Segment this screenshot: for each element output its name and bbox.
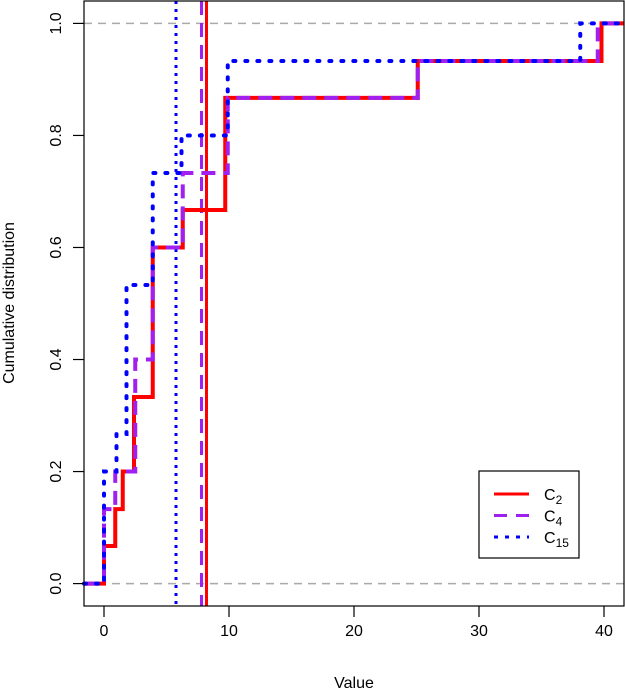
x-tick-label: 40: [595, 623, 613, 640]
y-tick-label: 0.0: [48, 572, 65, 594]
legend-label: C2: [544, 487, 563, 507]
x-tick-label: 10: [220, 623, 238, 640]
y-axis-label: Cumulative distribution: [1, 222, 18, 384]
y-tick-label: 0.2: [48, 460, 65, 482]
y-tick-label: 0.8: [48, 124, 65, 146]
x-tick-label: 0: [100, 623, 109, 640]
x-tick-label: 20: [345, 623, 363, 640]
x-axis-label: Value: [334, 675, 374, 689]
y-tick-label: 1.0: [48, 12, 65, 34]
y-tick-label: 0.6: [48, 236, 65, 258]
x-tick-label: 30: [470, 623, 488, 640]
ecdf-line-c15: [82, 21, 625, 586]
legend-label: C15: [544, 530, 569, 550]
y-tick-label: 0.4: [48, 348, 65, 370]
legend-label: C4: [544, 509, 563, 529]
